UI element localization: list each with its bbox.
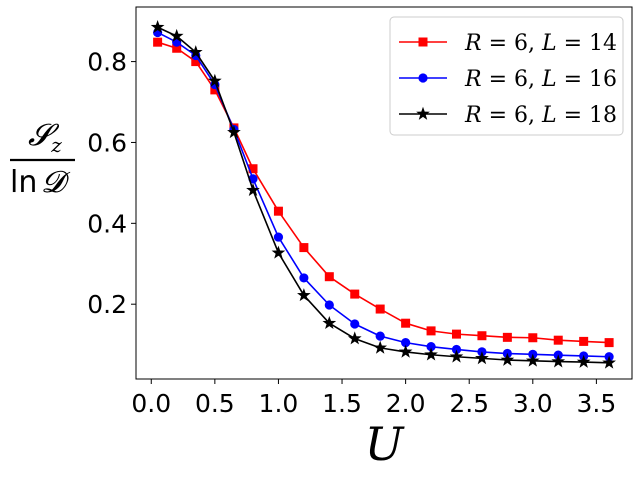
data-point xyxy=(553,335,563,345)
data-point xyxy=(273,232,284,242)
data-point xyxy=(324,300,334,310)
data-point xyxy=(500,352,515,366)
x-tick-label: 0.0 xyxy=(131,389,171,418)
data-point xyxy=(248,164,258,174)
x-tick-label: 2.0 xyxy=(386,389,426,418)
x-tick-label: 3.5 xyxy=(577,389,617,418)
y-tick-label: 0.6 xyxy=(87,128,127,157)
data-point xyxy=(502,332,512,342)
data-point xyxy=(576,354,591,368)
y-tick-label: 0.8 xyxy=(87,48,127,77)
data-point xyxy=(579,336,589,346)
legend-marker xyxy=(418,73,428,83)
data-point xyxy=(451,329,461,339)
data-point xyxy=(208,73,222,87)
data-point xyxy=(451,344,462,355)
legend-entry: R = 6, L = 14 xyxy=(399,31,617,56)
series-1 xyxy=(153,37,614,348)
data-point xyxy=(426,326,436,336)
legend-marker xyxy=(416,106,430,120)
data-point xyxy=(299,273,309,283)
plot-area-frame xyxy=(135,6,633,380)
x-tick-label: 2.5 xyxy=(449,389,489,418)
legend-box xyxy=(389,16,624,136)
legend-label: R = 6, L = 18 xyxy=(464,103,617,128)
data-point xyxy=(449,349,464,363)
data-point xyxy=(210,85,220,95)
y-axis-label-denominator: ln 𝓓 xyxy=(10,165,70,200)
data-point xyxy=(401,318,411,328)
data-point xyxy=(153,37,163,47)
data-point xyxy=(271,245,286,259)
x-tick-label: 0.5 xyxy=(195,389,235,418)
data-point xyxy=(188,45,203,59)
data-point xyxy=(398,344,413,358)
y-axis-label: 𝓢z ln 𝓓 xyxy=(10,118,75,200)
data-point xyxy=(401,338,411,348)
data-point xyxy=(322,316,337,330)
y-tick-label: 0.4 xyxy=(87,209,127,238)
data-point xyxy=(150,20,165,34)
data-point xyxy=(551,354,566,368)
data-point xyxy=(227,125,241,139)
data-point xyxy=(324,272,334,282)
data-point xyxy=(347,331,362,345)
data-point xyxy=(273,206,283,216)
data-point xyxy=(169,28,184,42)
y-tick-label: 0.2 xyxy=(87,290,127,319)
data-point xyxy=(246,182,260,196)
data-point xyxy=(375,331,385,341)
data-point xyxy=(426,342,436,352)
series-layer xyxy=(150,20,616,369)
data-point xyxy=(172,43,182,53)
data-point xyxy=(528,333,538,343)
legend-entry: R = 6, L = 18 xyxy=(399,103,617,128)
data-point xyxy=(375,304,385,314)
data-point xyxy=(373,340,388,354)
data-point xyxy=(297,288,311,302)
legend-marker xyxy=(418,37,428,47)
data-point xyxy=(350,319,360,329)
data-point xyxy=(299,243,309,253)
x-tick-label: 3.0 xyxy=(513,389,553,418)
series-line xyxy=(157,26,610,364)
data-point xyxy=(350,289,360,299)
y-axis-ticks: 0.2 0.4 0.6 0.8 xyxy=(87,48,136,319)
y-axis-label-numerator: 𝓢z xyxy=(28,118,62,157)
data-point xyxy=(602,355,616,369)
data-point xyxy=(525,353,540,367)
legend: R = 6, L = 14 R = 6, L = 16 R = 6, L = 18 xyxy=(389,16,624,136)
data-point xyxy=(424,347,438,361)
data-point xyxy=(191,57,201,67)
data-point xyxy=(475,351,489,365)
data-point xyxy=(604,338,614,348)
series-3 xyxy=(150,20,616,369)
data-point xyxy=(477,331,487,341)
legend-entry: R = 6, L = 16 xyxy=(399,67,617,92)
legend-label: R = 6, L = 14 xyxy=(464,31,617,56)
x-tick-label: 1.0 xyxy=(259,389,299,418)
legend-label: R = 6, L = 16 xyxy=(464,67,617,92)
x-axis-ticks: 0.0 0.5 1.0 1.5 2.0 2.5 3.0 3.5 xyxy=(131,379,616,418)
x-axis-label: U xyxy=(365,417,406,471)
x-tick-label: 1.5 xyxy=(322,389,362,418)
